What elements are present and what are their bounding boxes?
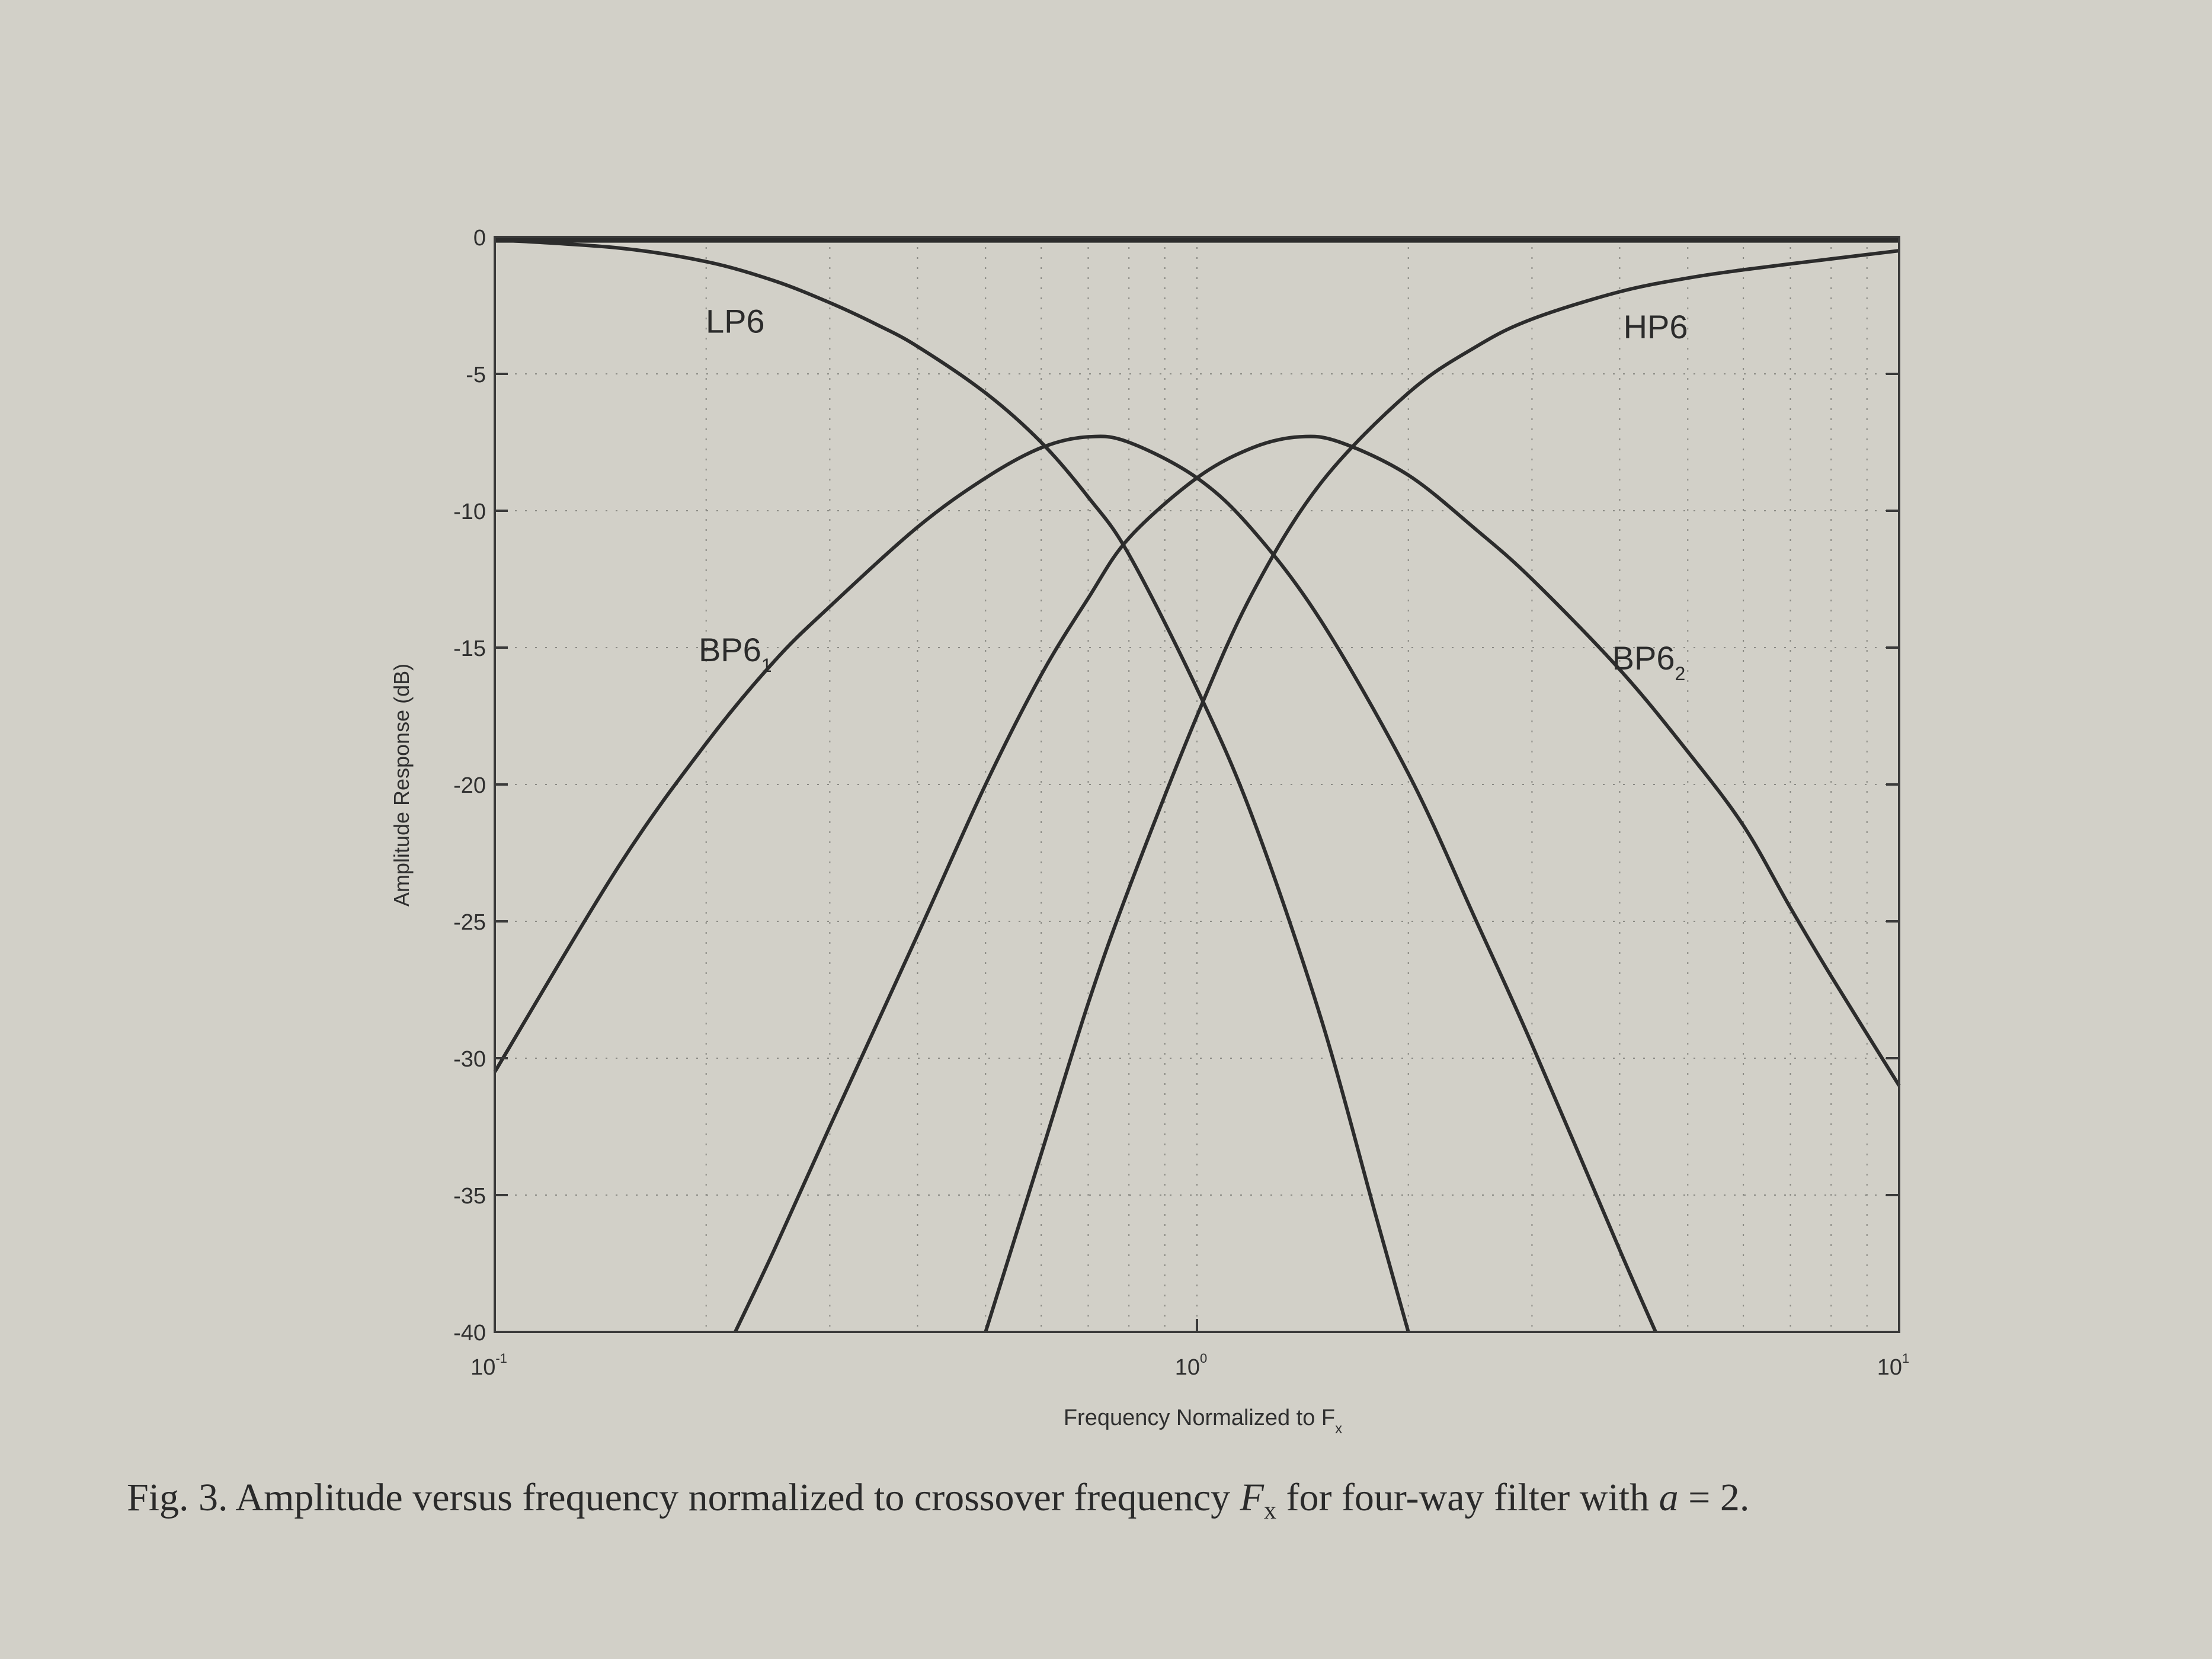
x-tick-label: 10-1 xyxy=(470,1351,507,1380)
x-tick-label: 101 xyxy=(1877,1351,1910,1380)
series-label-bp61: BP61 xyxy=(699,631,772,676)
y-axis-label: Amplitude Response (dB) xyxy=(389,664,414,907)
series-labels: LP6 HP6 BP61 BP62 xyxy=(699,303,1688,684)
series-label-hp6: HP6 xyxy=(1624,308,1688,345)
series-line-lp6 xyxy=(494,238,1410,1333)
plot-grid xyxy=(494,236,1900,1333)
series-label-lp6: LP6 xyxy=(706,303,765,340)
y-tick-label: -20 xyxy=(453,773,486,798)
y-tick-label: -5 xyxy=(466,363,486,387)
y-tick-label: -40 xyxy=(453,1321,486,1346)
y-tick-label: 0 xyxy=(473,226,486,251)
y-axis-ticks: 0 -5 -10 -15 -20 -25 -30 -35 -40 xyxy=(453,226,1899,1346)
x-axis-label: Frequency Normalized to Fx xyxy=(1064,1405,1342,1437)
series-line-bp6-1 xyxy=(493,434,1657,1333)
y-tick-label: -15 xyxy=(453,636,486,661)
y-tick-label: -30 xyxy=(453,1047,486,1072)
x-tick-label: 100 xyxy=(1175,1351,1208,1380)
y-tick-label: -10 xyxy=(453,499,486,524)
plot-lines xyxy=(493,236,1901,1333)
series-label-bp62: BP62 xyxy=(1612,639,1686,684)
plot-frame xyxy=(494,236,1900,1333)
figure-caption: Fig. 3. Amplitude versus frequency norma… xyxy=(127,1476,1750,1525)
y-tick-label: -35 xyxy=(453,1184,486,1209)
series-line-hp6 xyxy=(984,249,1900,1333)
x-axis-ticks: 10-1 100 101 xyxy=(470,1319,1909,1380)
y-tick-label: -25 xyxy=(453,910,486,935)
series-line-bp6-2 xyxy=(734,434,1901,1333)
